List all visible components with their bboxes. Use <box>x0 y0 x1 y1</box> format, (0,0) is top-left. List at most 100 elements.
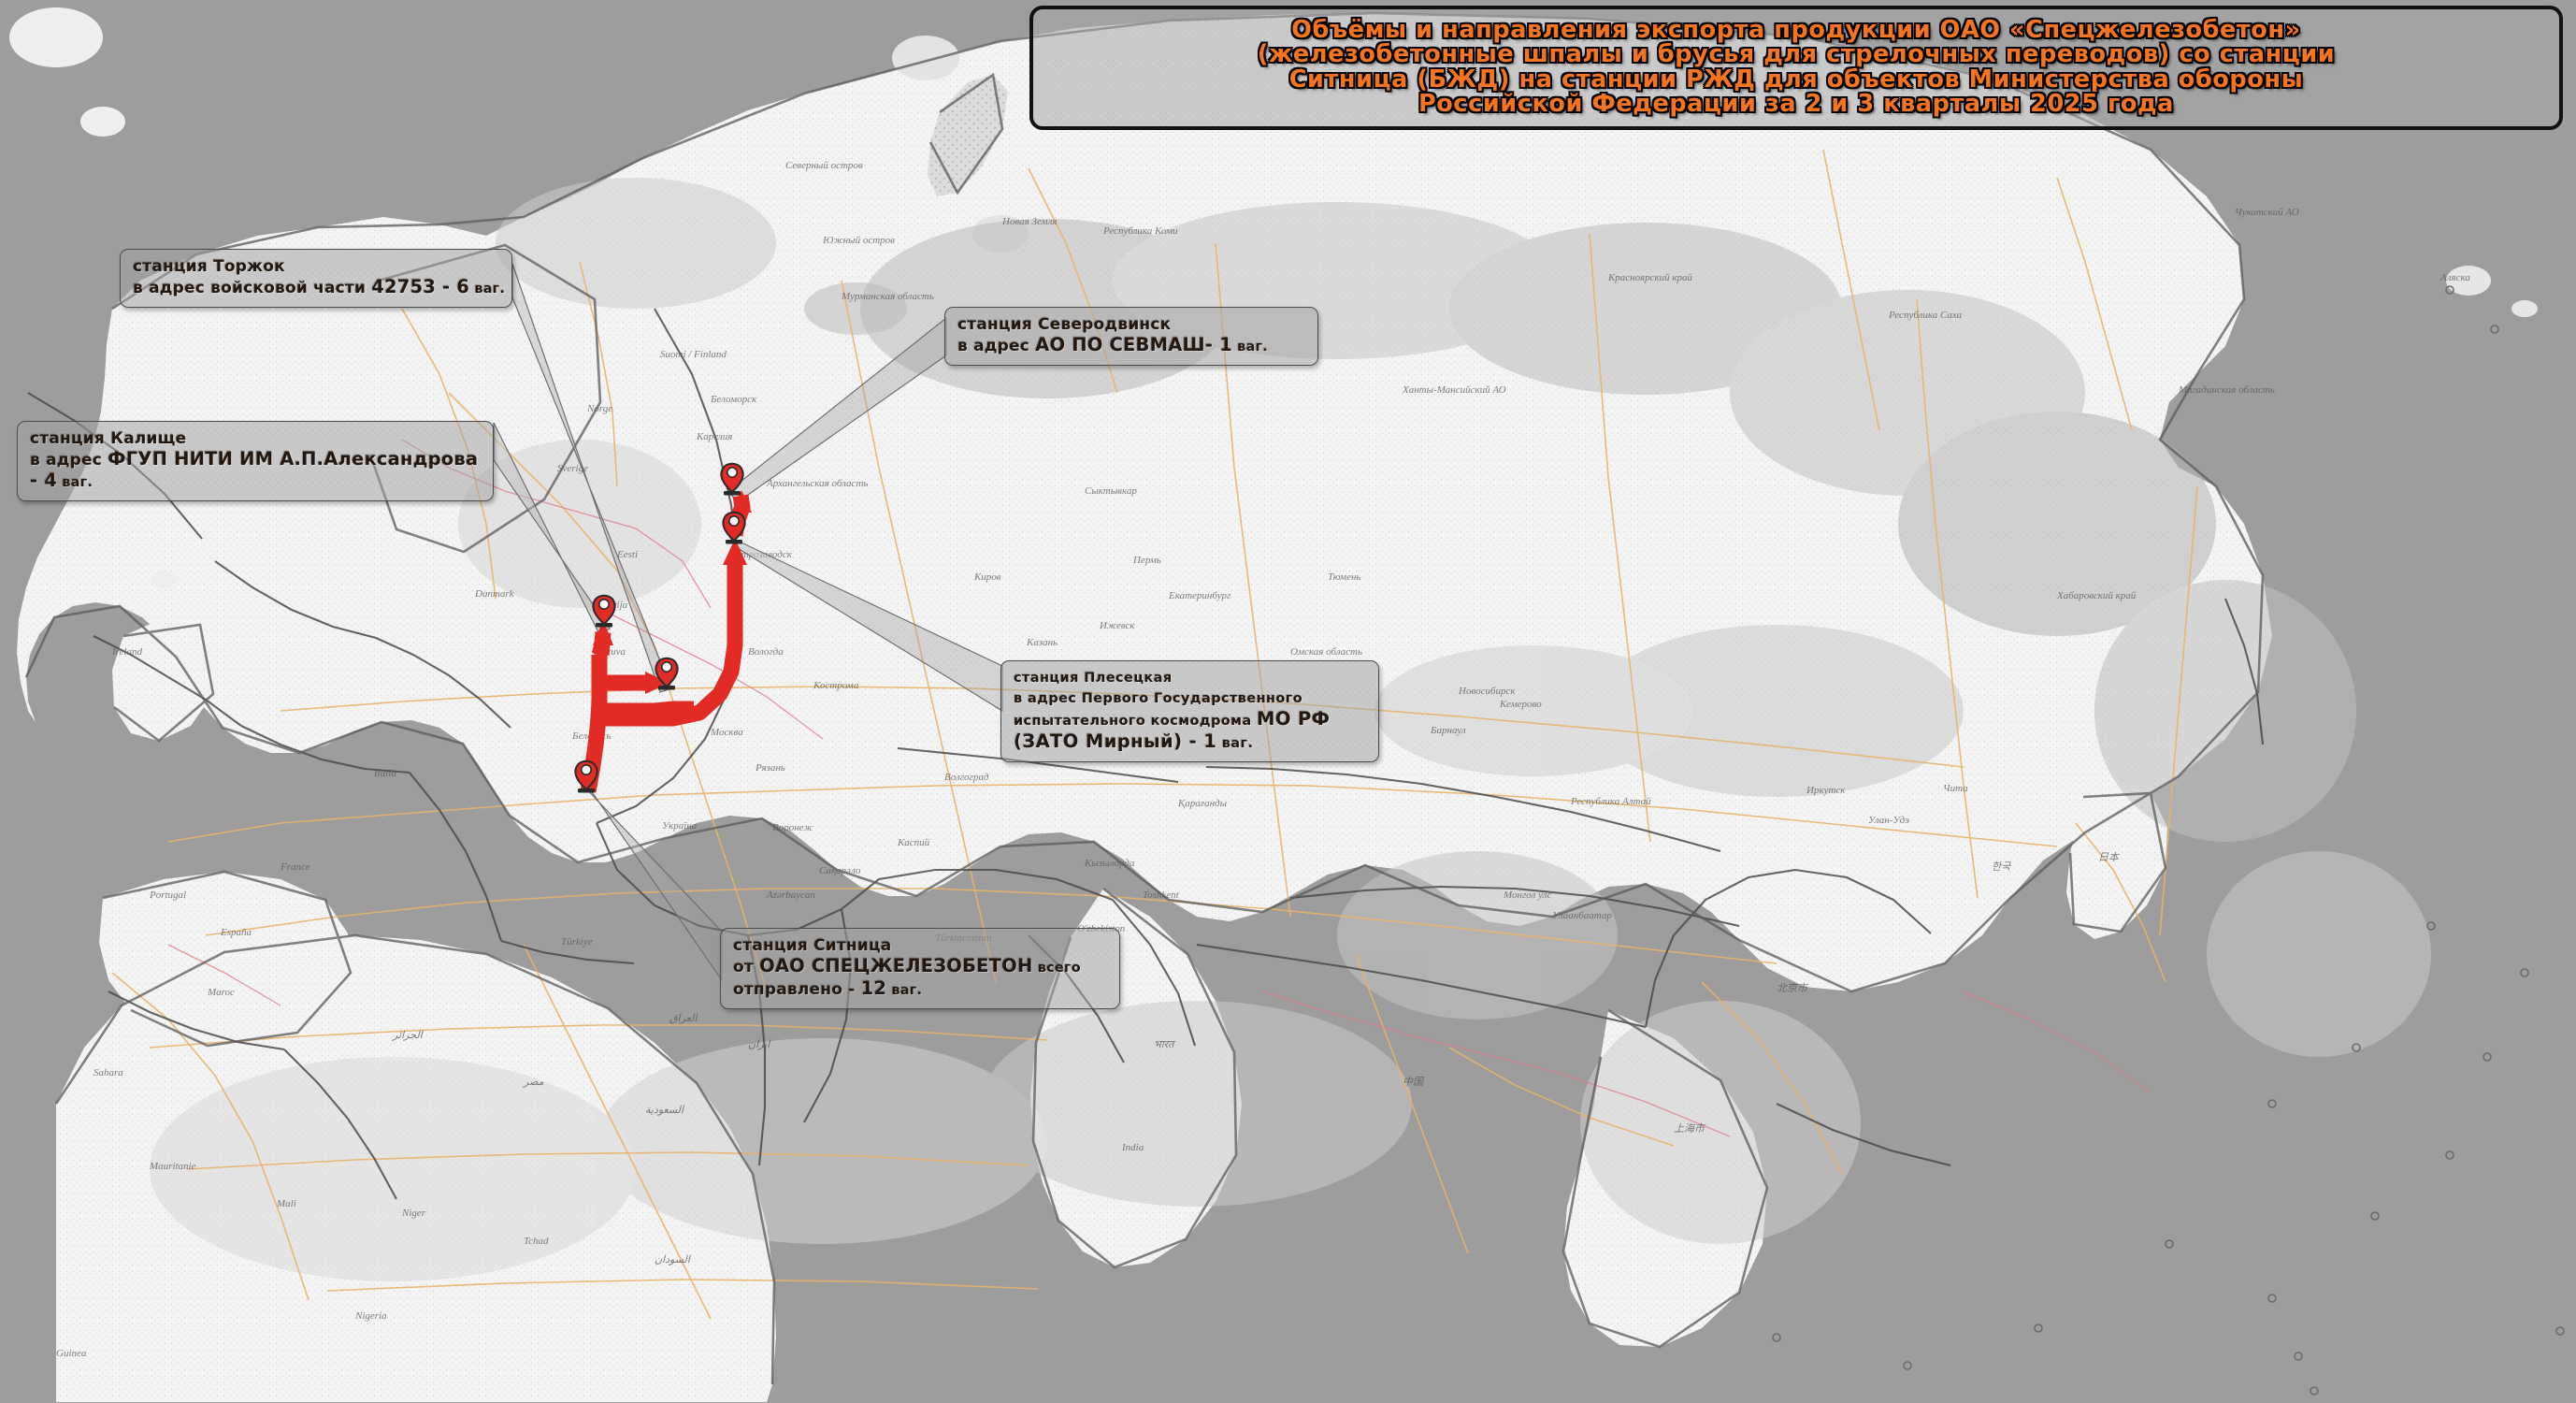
callout-plesetskaya-qty: (ЗАТО Мирный) - 1 <box>1014 730 1217 752</box>
svg-text:Guinea: Guinea <box>56 1348 87 1359</box>
svg-text:Екатеринбург: Екатеринбург <box>1168 590 1231 601</box>
svg-text:Пермь: Пермь <box>1132 555 1161 566</box>
svg-text:Ireland: Ireland <box>111 646 142 658</box>
svg-text:한국: 한국 <box>1992 861 2011 873</box>
callout-kalishche[interactable]: станция Калище в адрес ФГУП НИТИ ИМ А.П.… <box>17 421 494 501</box>
svg-text:Мурманская область: Мурманская область <box>841 291 934 302</box>
callout-sitnitsa-station: станция Ситница <box>733 936 892 955</box>
callout-torzhok[interactable]: станция Торжок в адрес войсковой части 4… <box>120 249 512 308</box>
svg-text:Nigeria: Nigeria <box>354 1310 387 1322</box>
svg-text:Волгоград: Волгоград <box>944 772 989 783</box>
svg-text:Azərbaycan: Azərbaycan <box>766 890 815 901</box>
svg-text:Сақарәло: Сақарәло <box>819 865 861 876</box>
svg-text:Омская область: Омская область <box>1290 646 1362 658</box>
svg-text:Киров: Киров <box>973 571 1001 583</box>
svg-text:Казань: Казань <box>1026 637 1058 648</box>
svg-text:Рязань: Рязань <box>755 762 785 774</box>
callout-severodvinsk-detail-num: АО ПО СЕВМАШ- 1 <box>1035 334 1232 355</box>
svg-text:Беломорск: Беломорск <box>710 394 757 405</box>
svg-text:Республика Саха: Республика Саха <box>1888 310 1963 321</box>
svg-text:Danmark: Danmark <box>474 588 515 600</box>
svg-text:Portugal: Portugal <box>149 890 186 901</box>
svg-text:Аляска: Аляска <box>2439 272 2470 283</box>
svg-text:مصر: مصر <box>522 1077 544 1088</box>
svg-text:Eesti: Eesti <box>616 549 638 560</box>
svg-text:Ижевск: Ижевск <box>1099 620 1135 631</box>
callout-torzhok-station: станция Торжок <box>133 257 285 276</box>
svg-text:Tchad: Tchad <box>524 1236 549 1247</box>
callout-kalishche-station: станция Калище <box>30 429 187 448</box>
svg-text:Қарағанды: Қарағанды <box>1177 798 1228 809</box>
callout-sitnitsa-line3-pre: отправлено - <box>733 980 861 999</box>
callout-kalishche-detail-num: ФГУП НИТИ ИМ А.П.Александрова <box>108 448 479 470</box>
svg-text:ایران: ایران <box>748 1039 771 1050</box>
svg-text:Северный остров: Северный остров <box>785 160 863 171</box>
svg-text:Москва: Москва <box>710 727 743 738</box>
svg-text:北京市: 北京市 <box>1777 982 1809 994</box>
svg-text:Петрозаводск: Петрозаводск <box>728 549 793 560</box>
svg-text:العراق: العراق <box>669 1013 698 1024</box>
callout-torzhok-detail-post: ваг. <box>469 282 506 297</box>
svg-text:Norge: Norge <box>586 403 612 414</box>
callout-severodvinsk[interactable]: станция Северодвинск в адрес АО ПО СЕВМА… <box>944 307 1318 366</box>
callout-plesetskaya-line4: (ЗАТО Мирный) - 1 ваг. <box>1014 731 1366 754</box>
svg-text:Улаанбаатар: Улаанбаатар <box>1552 910 1612 921</box>
title-line-4: Российской Федерации за 2 и 3 кварталы 2… <box>1418 90 2174 118</box>
callout-plesetskaya[interactable]: станция Плесецкая в адрес Первого Госуда… <box>1000 660 1379 762</box>
svg-text:Toshkent: Toshkent <box>1143 890 1180 901</box>
terrain-shading <box>150 178 2431 1281</box>
svg-text:السودان: السودان <box>655 1254 692 1266</box>
callout-plesetskaya-unit: ваг. <box>1216 736 1254 751</box>
callout-plesetskaya-line3-num: МО РФ <box>1257 708 1331 730</box>
svg-text:Сыктывкар: Сыктывкар <box>1085 485 1137 497</box>
svg-text:Кызылорда: Кызылорда <box>1084 858 1135 869</box>
callout-plesetskaya-line3-pre: испытательного космодрома <box>1014 714 1258 729</box>
callout-torzhok-detail-pre: в адрес войсковой части <box>133 279 372 297</box>
callout-sitnitsa[interactable]: станция Ситница от ОАО СПЕЦЖЕЛЕЗОБЕТОН в… <box>720 928 1120 1009</box>
callout-sitnitsa-line3: отправлено - 12 ваг. <box>733 978 1107 1001</box>
svg-text:Україна: Україна <box>662 820 698 832</box>
svg-text:Suomi / Finland: Suomi / Finland <box>660 349 727 360</box>
svg-text:Чукотский АО: Чукотский АО <box>2235 207 2299 218</box>
svg-text:Maroc: Maroc <box>207 987 235 998</box>
svg-text:上海市: 上海市 <box>1674 1122 1706 1135</box>
callout-sitnitsa-line2-post: всего <box>1032 961 1081 976</box>
callout-plesetskaya-station: станция Плесецкая <box>1014 671 1173 686</box>
svg-text:Республика Коми: Республика Коми <box>1102 225 1178 237</box>
svg-text:Хабаровский край: Хабаровский край <box>2056 590 2137 601</box>
callout-sitnitsa-line2-pre: от <box>733 958 760 976</box>
svg-text:India: India <box>1121 1142 1144 1153</box>
svg-text:Беларусь: Беларусь <box>571 730 612 742</box>
poster-title-banner: Объёмы и направления экспорта продукции … <box>1029 6 2563 130</box>
svg-text:Карелия: Карелия <box>696 431 732 442</box>
svg-text:Тюмень: Тюмень <box>1328 571 1360 583</box>
callout-kalishche-detail-pre: в адрес <box>30 451 108 470</box>
callout-kalishche-detail2: - 4 ваг. <box>30 470 481 493</box>
svg-text:Новосибирск: Новосибирск <box>1458 686 1516 697</box>
callout-kalishche-unit: ваг. <box>57 475 94 490</box>
svg-text:الجزائر: الجزائر <box>391 1030 425 1041</box>
svg-text:Mali: Mali <box>276 1198 296 1209</box>
svg-text:Sahara: Sahara <box>94 1067 123 1078</box>
svg-text:Кострома: Кострома <box>813 680 859 691</box>
svg-text:Улан-Удэ: Улан-Удэ <box>1868 815 1909 826</box>
svg-text:Italia: Italia <box>373 768 396 779</box>
svg-text:Южный остров: Южный остров <box>822 235 895 246</box>
svg-text:日本: 日本 <box>2098 851 2121 863</box>
svg-text:Республика Алтай: Республика Алтай <box>1570 796 1651 807</box>
callout-severodvinsk-detail: в адрес АО ПО СЕВМАШ- 1 ваг. <box>957 335 1305 357</box>
svg-text:Барнаул: Барнаул <box>1430 725 1466 736</box>
svg-text:Чита: Чита <box>1943 783 1968 794</box>
svg-text:Niger: Niger <box>401 1208 426 1219</box>
callout-torzhok-detail: в адрес войсковой части 42753 - 6 ваг. <box>133 276 505 299</box>
svg-text:Архангельская область: Архангельская область <box>766 478 868 489</box>
svg-text:Вологда: Вологда <box>748 646 784 658</box>
callout-sitnitsa-line2-num: ОАО СПЕЦЖЕЛЕЗОБЕТОН <box>759 955 1033 976</box>
svg-text:Lietuva: Lietuva <box>594 646 626 658</box>
callout-torzhok-detail-num: 42753 - 6 <box>371 276 470 297</box>
title-line-2: (железобетонные шпалы и брусья для стрел… <box>1257 40 2336 68</box>
svg-text:Магаданская область: Магаданская область <box>2178 384 2275 396</box>
svg-text:Latvija: Latvija <box>597 600 628 611</box>
callout-sitnitsa-qty: 12 <box>860 977 887 999</box>
